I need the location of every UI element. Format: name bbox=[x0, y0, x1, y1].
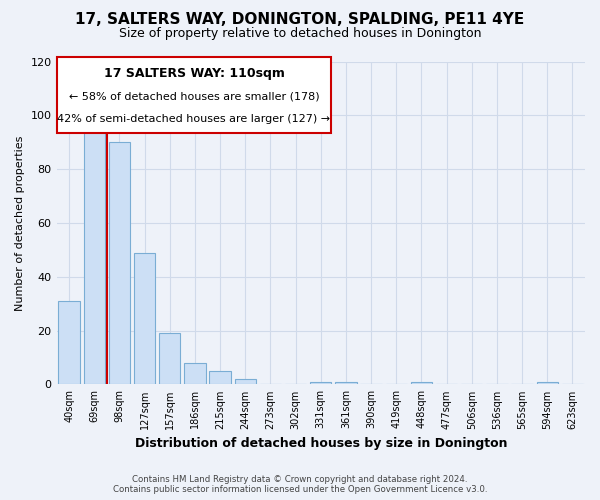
Text: Contains HM Land Registry data © Crown copyright and database right 2024.: Contains HM Land Registry data © Crown c… bbox=[132, 474, 468, 484]
Bar bbox=[310, 382, 331, 384]
Y-axis label: Number of detached properties: Number of detached properties bbox=[15, 136, 25, 310]
Bar bbox=[536, 382, 558, 384]
Text: Size of property relative to detached houses in Donington: Size of property relative to detached ho… bbox=[119, 28, 481, 40]
Bar bbox=[83, 124, 105, 384]
Bar bbox=[411, 382, 432, 384]
Text: 17 SALTERS WAY: 110sqm: 17 SALTERS WAY: 110sqm bbox=[104, 66, 284, 80]
Text: ← 58% of detached houses are smaller (178): ← 58% of detached houses are smaller (17… bbox=[68, 91, 319, 101]
Bar bbox=[335, 382, 356, 384]
Bar bbox=[184, 363, 206, 384]
X-axis label: Distribution of detached houses by size in Donington: Distribution of detached houses by size … bbox=[134, 437, 507, 450]
Bar bbox=[58, 301, 80, 384]
Bar bbox=[159, 334, 181, 384]
Bar bbox=[235, 379, 256, 384]
Text: Contains public sector information licensed under the Open Government Licence v3: Contains public sector information licen… bbox=[113, 484, 487, 494]
Text: 42% of semi-detached houses are larger (127) →: 42% of semi-detached houses are larger (… bbox=[58, 114, 331, 124]
Bar bbox=[134, 252, 155, 384]
Bar bbox=[109, 142, 130, 384]
Text: 17, SALTERS WAY, DONINGTON, SPALDING, PE11 4YE: 17, SALTERS WAY, DONINGTON, SPALDING, PE… bbox=[76, 12, 524, 28]
Bar bbox=[209, 371, 231, 384]
